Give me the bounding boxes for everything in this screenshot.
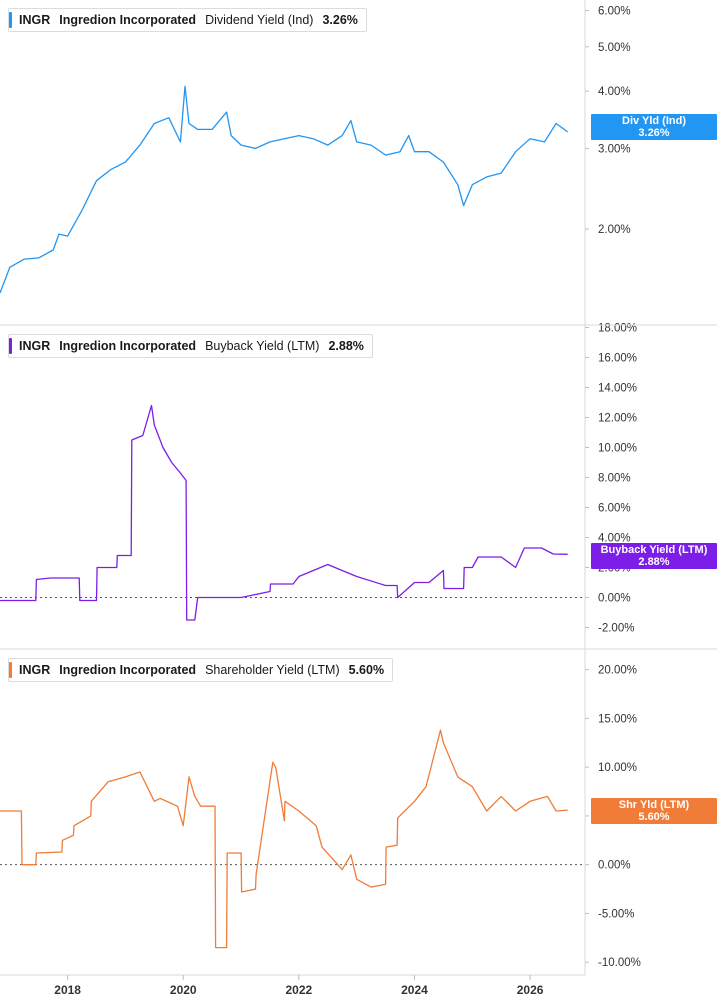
y-tick-label: 8.00% [598, 473, 631, 485]
x-tick-label: 2026 [517, 983, 544, 997]
legend-shareholder-yield: INGR Ingredion Incorporated Shareholder … [8, 658, 394, 682]
legend-company: Ingredion Incorporated [59, 663, 197, 677]
legend-swatch [9, 338, 12, 354]
x-tick-label: 2018 [54, 983, 81, 997]
x-tick-label: 2024 [401, 983, 428, 997]
y-tick-label: -10.00% [598, 957, 641, 969]
y-tick-label: 6.00% [598, 503, 631, 515]
y-tick-label: 14.00% [598, 383, 637, 395]
legend-metric: Buyback Yield (LTM) [205, 339, 320, 353]
series-line [0, 85, 569, 294]
tag-value: 2.88% [638, 556, 670, 568]
y-tick-label: 0.00% [598, 593, 631, 605]
x-tick-label: 2022 [286, 983, 313, 997]
legend-value: 3.26% [322, 13, 358, 27]
y-tick-label: 15.00% [598, 713, 637, 725]
y-tick-label: 5.00% [598, 42, 631, 54]
y-tick-label: 3.00% [598, 143, 631, 155]
legend-value: 2.88% [328, 339, 364, 353]
legend-company: Ingredion Incorporated [59, 13, 197, 27]
tag-buyback-yield: Buyback Yield (LTM) 2.88% [591, 543, 717, 569]
legend-metric: Dividend Yield (Ind) [205, 13, 314, 27]
tag-shareholder-yield: Shr Yld (LTM) 5.60% [591, 798, 717, 824]
legend-metric: Shareholder Yield (LTM) [205, 663, 340, 677]
y-tick-label: 4.00% [598, 533, 631, 545]
tag-value: 5.60% [638, 811, 670, 823]
series-line [0, 729, 568, 949]
y-tick-label: 10.00% [598, 443, 637, 455]
series-line [0, 404, 568, 621]
y-tick-label: 10.00% [598, 762, 637, 774]
y-tick-label: 6.00% [598, 6, 631, 18]
legend-ticker: INGR [19, 663, 51, 677]
tag-label: Div Yld (Ind) [622, 115, 686, 127]
legend-value: 5.60% [348, 663, 385, 677]
tag-label: Buyback Yield (LTM) [600, 544, 708, 556]
y-tick-label: 2.00% [598, 224, 631, 236]
y-tick-label: 20.00% [598, 665, 637, 677]
y-tick-label: 16.00% [598, 353, 637, 365]
y-tick-label: 4.00% [598, 86, 631, 98]
legend-ticker: INGR [19, 13, 51, 27]
y-tick-label: -2.00% [598, 623, 634, 635]
tag-value: 3.26% [638, 127, 670, 139]
tag-dividend-yield: Div Yld (Ind) 3.26% [591, 114, 717, 140]
y-tick-label: 0.00% [598, 860, 631, 872]
y-tick-label: -5.00% [598, 908, 634, 920]
x-tick-label: 2020 [170, 983, 197, 997]
tag-label: Shr Yld (LTM) [618, 799, 690, 811]
legend-swatch [9, 662, 12, 678]
legend-dividend-yield: INGR Ingredion Incorporated Dividend Yie… [8, 8, 367, 32]
y-tick-label: 18.00% [598, 323, 637, 335]
legend-swatch [9, 12, 12, 28]
legend-buyback-yield: INGR Ingredion Incorporated Buyback Yiel… [8, 334, 373, 358]
y-tick-label: 12.00% [598, 413, 637, 425]
legend-company: Ingredion Incorporated [59, 339, 197, 353]
legend-ticker: INGR [19, 339, 51, 353]
